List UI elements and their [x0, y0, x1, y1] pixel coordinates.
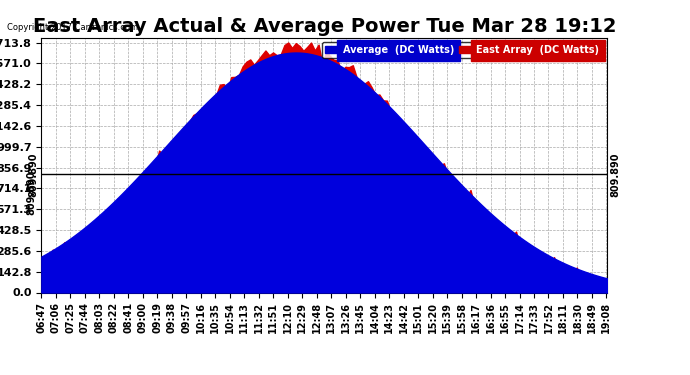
Title: East Array Actual & Average Power Tue Mar 28 19:12: East Array Actual & Average Power Tue Ma…	[32, 17, 616, 36]
Text: 809.890: 809.890	[610, 152, 620, 196]
Text: Copyright 2017 Cartronics.com: Copyright 2017 Cartronics.com	[7, 22, 138, 32]
Legend: Average  (DC Watts), East Array  (DC Watts): Average (DC Watts), East Array (DC Watts…	[322, 42, 602, 58]
Text: 809.890: 809.890	[28, 152, 39, 196]
